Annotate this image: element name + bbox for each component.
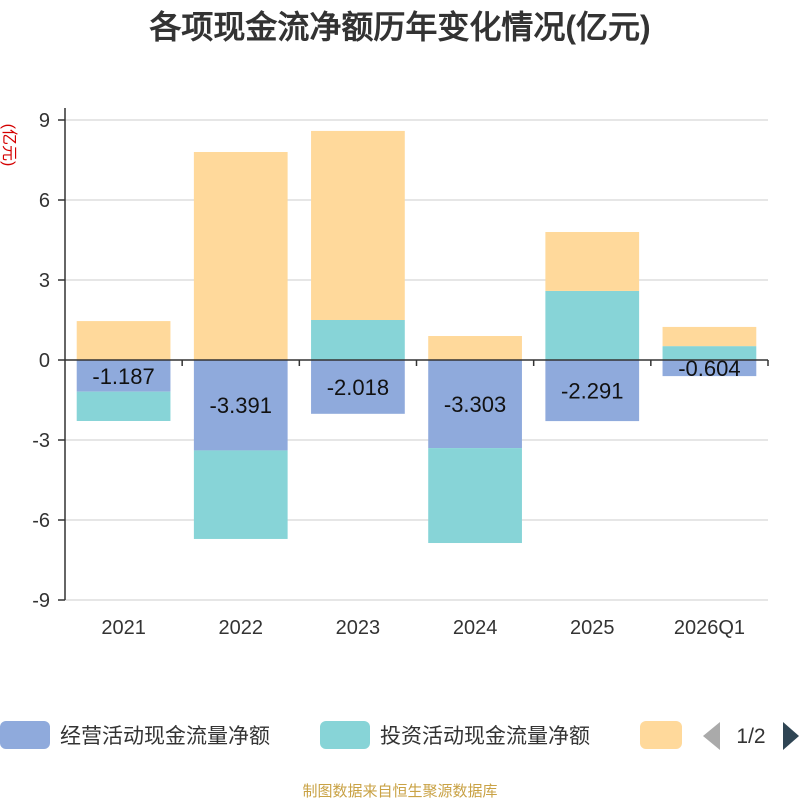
series-2 [76, 290, 757, 544]
legend-item-operating[interactable]: 经营活动现金流量净额 [0, 721, 270, 749]
bar-series-2-2023[interactable] [311, 320, 405, 360]
legend-swatch-investing [320, 721, 370, 749]
bar-series-3-2023[interactable] [311, 130, 405, 320]
y-axis-unit-label: (亿元) [0, 124, 18, 167]
data-label: -3.303 [444, 392, 506, 417]
bar-series-2-2025[interactable] [545, 290, 640, 360]
y-tick-label: 3 [39, 270, 50, 292]
legend-swatch-third-series [640, 721, 682, 749]
series-3 [76, 130, 757, 360]
x-tick-label: 2022 [219, 617, 264, 639]
bar-series-2-2024[interactable] [428, 448, 522, 544]
legend-prev-page-icon[interactable] [703, 722, 720, 750]
x-axis [65, 359, 769, 366]
y-tick-label: -9 [32, 590, 50, 612]
series-1 [76, 360, 757, 451]
legend-swatch-operating [0, 721, 50, 749]
x-tick-label: 2026Q1 [674, 617, 745, 639]
legend-label-investing: 投资活动现金流量净额 [380, 725, 590, 748]
legend-page-indicator: 1/2 [736, 725, 765, 748]
bar-series-2-2026q1[interactable] [662, 346, 757, 360]
legend-next-page-icon[interactable] [783, 722, 799, 750]
bar-series-2-2021[interactable] [76, 391, 171, 421]
data-label: -1.187 [92, 364, 154, 389]
chart-title: 各项现金流净额历年变化情况(亿元) [149, 9, 650, 45]
bar-series-1-2025[interactable] [545, 360, 640, 422]
x-tick-label: 2021 [101, 617, 146, 639]
data-label: -2.291 [561, 379, 623, 404]
y-tick-label: 0 [39, 350, 50, 372]
bar-series-3-2024[interactable] [428, 336, 522, 360]
bar-series-3-2021[interactable] [76, 321, 171, 360]
x-tick-label: 2025 [570, 617, 615, 639]
bar-series-1-2026q1[interactable] [662, 360, 757, 377]
bar-series-1-2024[interactable] [428, 360, 522, 449]
bars: -1.187-3.391-2.018-3.303-2.291-0.604 [76, 130, 757, 544]
y-tick-label: -6 [32, 510, 50, 532]
footer-source: 制图数据来自恒生聚源数据库 [302, 783, 497, 800]
data-label: -2.018 [327, 375, 389, 400]
y-axis-ticks: 9 6 3 0 -3 -6 -9 [32, 110, 65, 612]
x-axis-labels: 2021 2022 2023 2024 2025 2026Q1 [101, 617, 745, 639]
bar-series-1-2021[interactable] [76, 360, 171, 392]
legend-label-operating: 经营活动现金流量净额 [60, 725, 270, 748]
legend-item-third-series[interactable] [640, 721, 682, 749]
bar-series-3-2026q1[interactable] [662, 326, 757, 347]
y-tick-label: 6 [39, 190, 50, 212]
data-label: -3.391 [210, 393, 272, 418]
bar-series-3-2022[interactable] [193, 152, 288, 360]
x-tick-label: 2024 [453, 617, 498, 639]
gridlines [65, 119, 768, 601]
bar-series-3-2025[interactable] [545, 232, 640, 291]
bar-series-2-2022[interactable] [193, 450, 288, 539]
bar-series-1-2022[interactable] [193, 360, 288, 451]
x-tick-label: 2023 [336, 617, 381, 639]
y-tick-label: -3 [32, 430, 50, 452]
bar-series-1-2023[interactable] [311, 360, 405, 414]
y-tick-label: 9 [39, 110, 50, 132]
legend-item-investing[interactable]: 投资活动现金流量净额 [320, 721, 590, 749]
